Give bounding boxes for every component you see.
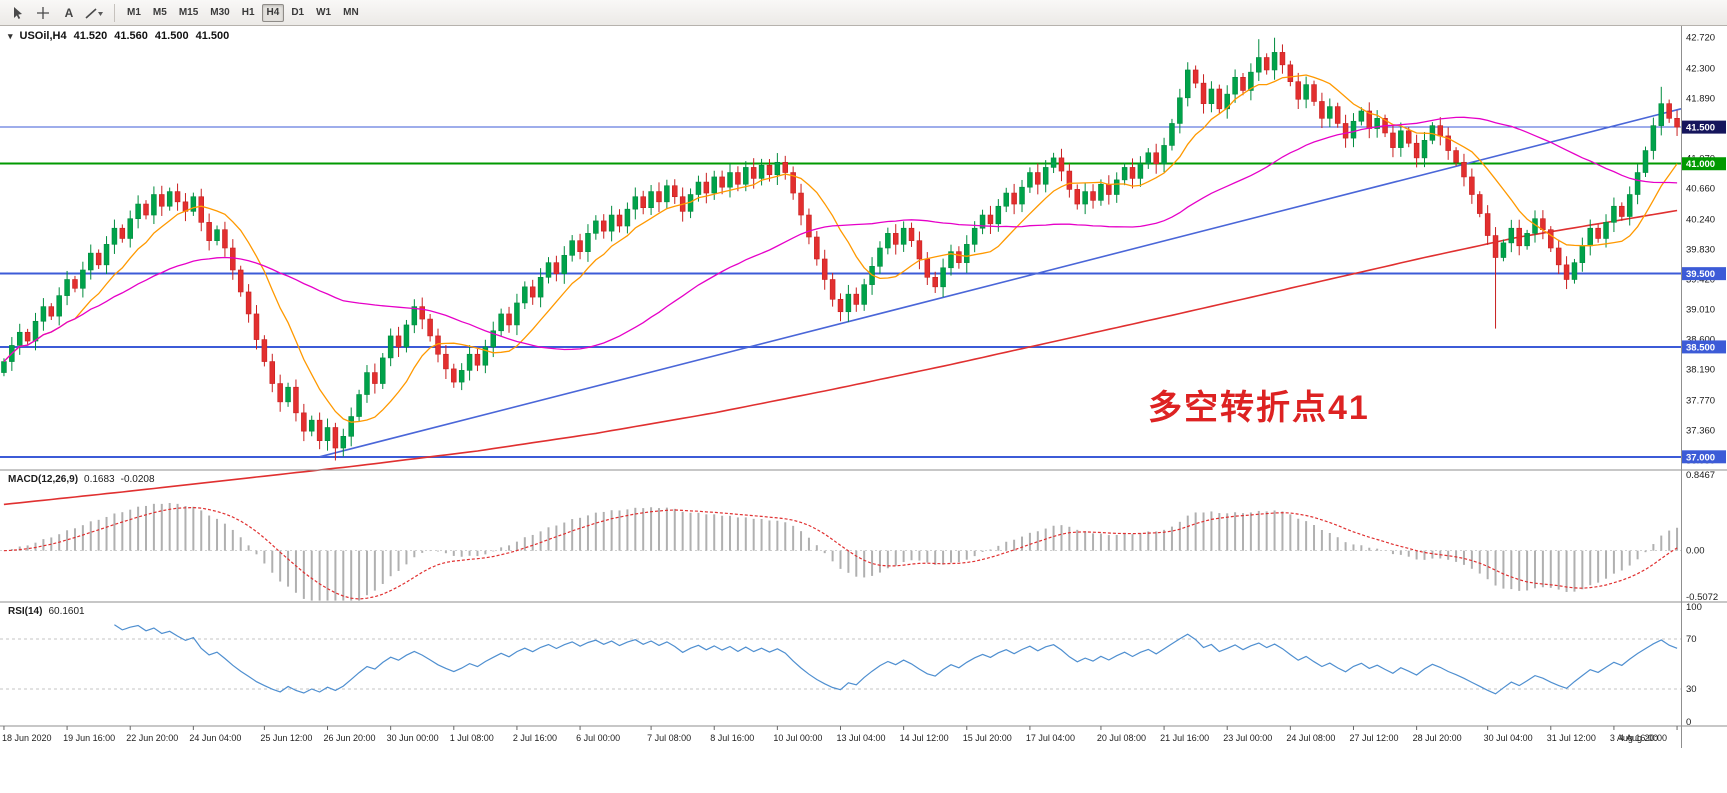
svg-text:30: 30 — [1686, 684, 1697, 695]
svg-text:38.600: 38.600 — [1686, 335, 1715, 346]
trendline-icon — [85, 7, 103, 19]
svg-text:37.770: 37.770 — [1686, 395, 1715, 406]
svg-text:-0.5072: -0.5072 — [1686, 592, 1718, 603]
svg-text:4 Aug 20:00: 4 Aug 20:00 — [1619, 733, 1667, 743]
svg-text:23 Jul 00:00: 23 Jul 00:00 — [1223, 733, 1272, 743]
toolbar: A M1 M5 M15 M30 H1 H4 D1 W1 MN — [0, 0, 1727, 26]
time-axis[interactable]: 18 Jun 2020 19 Jun 16:00 22 Jun 20:00 24 Ju… — [2, 726, 1678, 743]
rsi-line — [114, 624, 1678, 695]
svg-text:8 Jul 16:00: 8 Jul 16:00 — [710, 733, 754, 743]
macd-signal-line — [3, 506, 1678, 600]
price-tags: 41.500 41.000 39.500 38.500 37.000 — [1682, 120, 1726, 464]
ma-line-44 — [3, 116, 1678, 363]
svg-text:41.890: 41.890 — [1686, 94, 1715, 105]
timeframe-D1[interactable]: D1 — [291, 7, 305, 18]
svg-text:42.720: 42.720 — [1686, 33, 1715, 44]
crosshair-tool[interactable] — [31, 2, 55, 24]
timeframe-M5[interactable]: M5 — [152, 7, 167, 18]
toolbar-tools: A — [4, 2, 108, 24]
timeframe-M15[interactable]: M15 — [178, 7, 199, 18]
svg-text:31 Jul 12:00: 31 Jul 12:00 — [1547, 733, 1596, 743]
svg-text:41.500: 41.500 — [1686, 123, 1715, 134]
toolbar-separator — [114, 3, 115, 22]
svg-text:0.00: 0.00 — [1686, 546, 1705, 557]
svg-text:39.830: 39.830 — [1686, 244, 1715, 255]
svg-text:1 Jul 08:00: 1 Jul 08:00 — [450, 733, 494, 743]
svg-text:70: 70 — [1686, 634, 1697, 645]
timeframe-toolbar: M1 M5 M15 M30 H1 H4 D1 W1 MN — [121, 3, 365, 22]
text-annotation-tool[interactable]: A — [57, 2, 81, 24]
svg-text:38.500: 38.500 — [1686, 342, 1715, 353]
svg-text:17 Jul 04:00: 17 Jul 04:00 — [1026, 733, 1075, 743]
line-studies-dropdown[interactable] — [83, 2, 107, 24]
svg-text:24 Jul 08:00: 24 Jul 08:00 — [1286, 733, 1335, 743]
svg-text:20 Jul 08:00: 20 Jul 08:00 — [1097, 733, 1146, 743]
crosshair-icon — [37, 6, 49, 19]
svg-text:0: 0 — [1686, 717, 1691, 728]
candlesticks — [1, 37, 1680, 461]
svg-text:14 Jul 12:00: 14 Jul 12:00 — [900, 733, 949, 743]
svg-text:3 Aug 16:00: 3 Aug 16:00 — [1610, 733, 1658, 743]
svg-text:41.000: 41.000 — [1686, 159, 1715, 170]
svg-text:39.500: 39.500 — [1686, 269, 1715, 280]
svg-text:10 Jul 00:00: 10 Jul 00:00 — [773, 733, 822, 743]
svg-text:28 Jul 20:00: 28 Jul 20:00 — [1413, 733, 1462, 743]
slow-ma-line — [3, 209, 1678, 506]
svg-text:24 Jun 04:00: 24 Jun 04:00 — [189, 733, 241, 743]
svg-text:19 Jun 16:00: 19 Jun 16:00 — [63, 733, 115, 743]
cursor-icon — [14, 6, 22, 19]
svg-text:15 Jul 20:00: 15 Jul 20:00 — [963, 733, 1012, 743]
panel-borders — [0, 26, 1727, 748]
trendline[interactable] — [319, 108, 1682, 458]
price-axis[interactable]: 42.72042.30041.89041.48041.07040.66040.2… — [1686, 33, 1718, 728]
cursor-tool[interactable] — [5, 2, 29, 24]
timeframe-H1[interactable]: H1 — [241, 7, 255, 18]
svg-text:40.240: 40.240 — [1686, 214, 1715, 225]
svg-text:21 Jul 16:00: 21 Jul 16:00 — [1160, 733, 1209, 743]
chart-canvas[interactable]: 42.72042.30041.89041.48041.07040.66040.2… — [0, 26, 1727, 793]
svg-text:25 Jun 12:00: 25 Jun 12:00 — [260, 733, 312, 743]
svg-text:18 Jun 2020: 18 Jun 2020 — [2, 733, 52, 743]
svg-text:40.660: 40.660 — [1686, 184, 1715, 195]
svg-text:27 Jul 12:00: 27 Jul 12:00 — [1349, 733, 1398, 743]
svg-text:42.300: 42.300 — [1686, 63, 1715, 74]
svg-text:37.360: 37.360 — [1686, 425, 1715, 436]
quick-trade-toggle[interactable]: ▾ — [8, 30, 13, 41]
chart-annotation-text[interactable]: 多空转折点41 — [1148, 389, 1370, 427]
svg-text:0.8467: 0.8467 — [1686, 470, 1715, 481]
text-tool-icon: A — [64, 5, 74, 20]
svg-text:2 Jul 16:00: 2 Jul 16:00 — [513, 733, 557, 743]
svg-text:6 Jul 00:00: 6 Jul 00:00 — [576, 733, 620, 743]
svg-text:37.000: 37.000 — [1686, 452, 1715, 463]
macd-histogram — [10, 502, 1679, 601]
chart-area: 42.72042.30041.89041.48041.07040.66040.2… — [0, 26, 1727, 793]
svg-text:7 Jul 08:00: 7 Jul 08:00 — [647, 733, 691, 743]
svg-text:39.010: 39.010 — [1686, 305, 1715, 316]
svg-text:30 Jul 04:00: 30 Jul 04:00 — [1484, 733, 1533, 743]
svg-text:26 Jun 20:00: 26 Jun 20:00 — [324, 733, 376, 743]
svg-text:30 Jun 00:00: 30 Jun 00:00 — [387, 733, 439, 743]
svg-text:22 Jun 20:00: 22 Jun 20:00 — [126, 733, 178, 743]
svg-text:38.190: 38.190 — [1686, 365, 1715, 376]
price-levels — [0, 126, 1681, 458]
timeframe-H4[interactable]: H4 — [261, 3, 285, 22]
svg-text:13 Jul 04:00: 13 Jul 04:00 — [837, 733, 886, 743]
timeframe-W1[interactable]: W1 — [316, 7, 332, 18]
timeframe-M1[interactable]: M1 — [127, 7, 141, 18]
timeframe-MN[interactable]: MN — [343, 7, 359, 18]
timeframe-M30[interactable]: M30 — [210, 7, 230, 18]
svg-text:100: 100 — [1686, 602, 1702, 613]
